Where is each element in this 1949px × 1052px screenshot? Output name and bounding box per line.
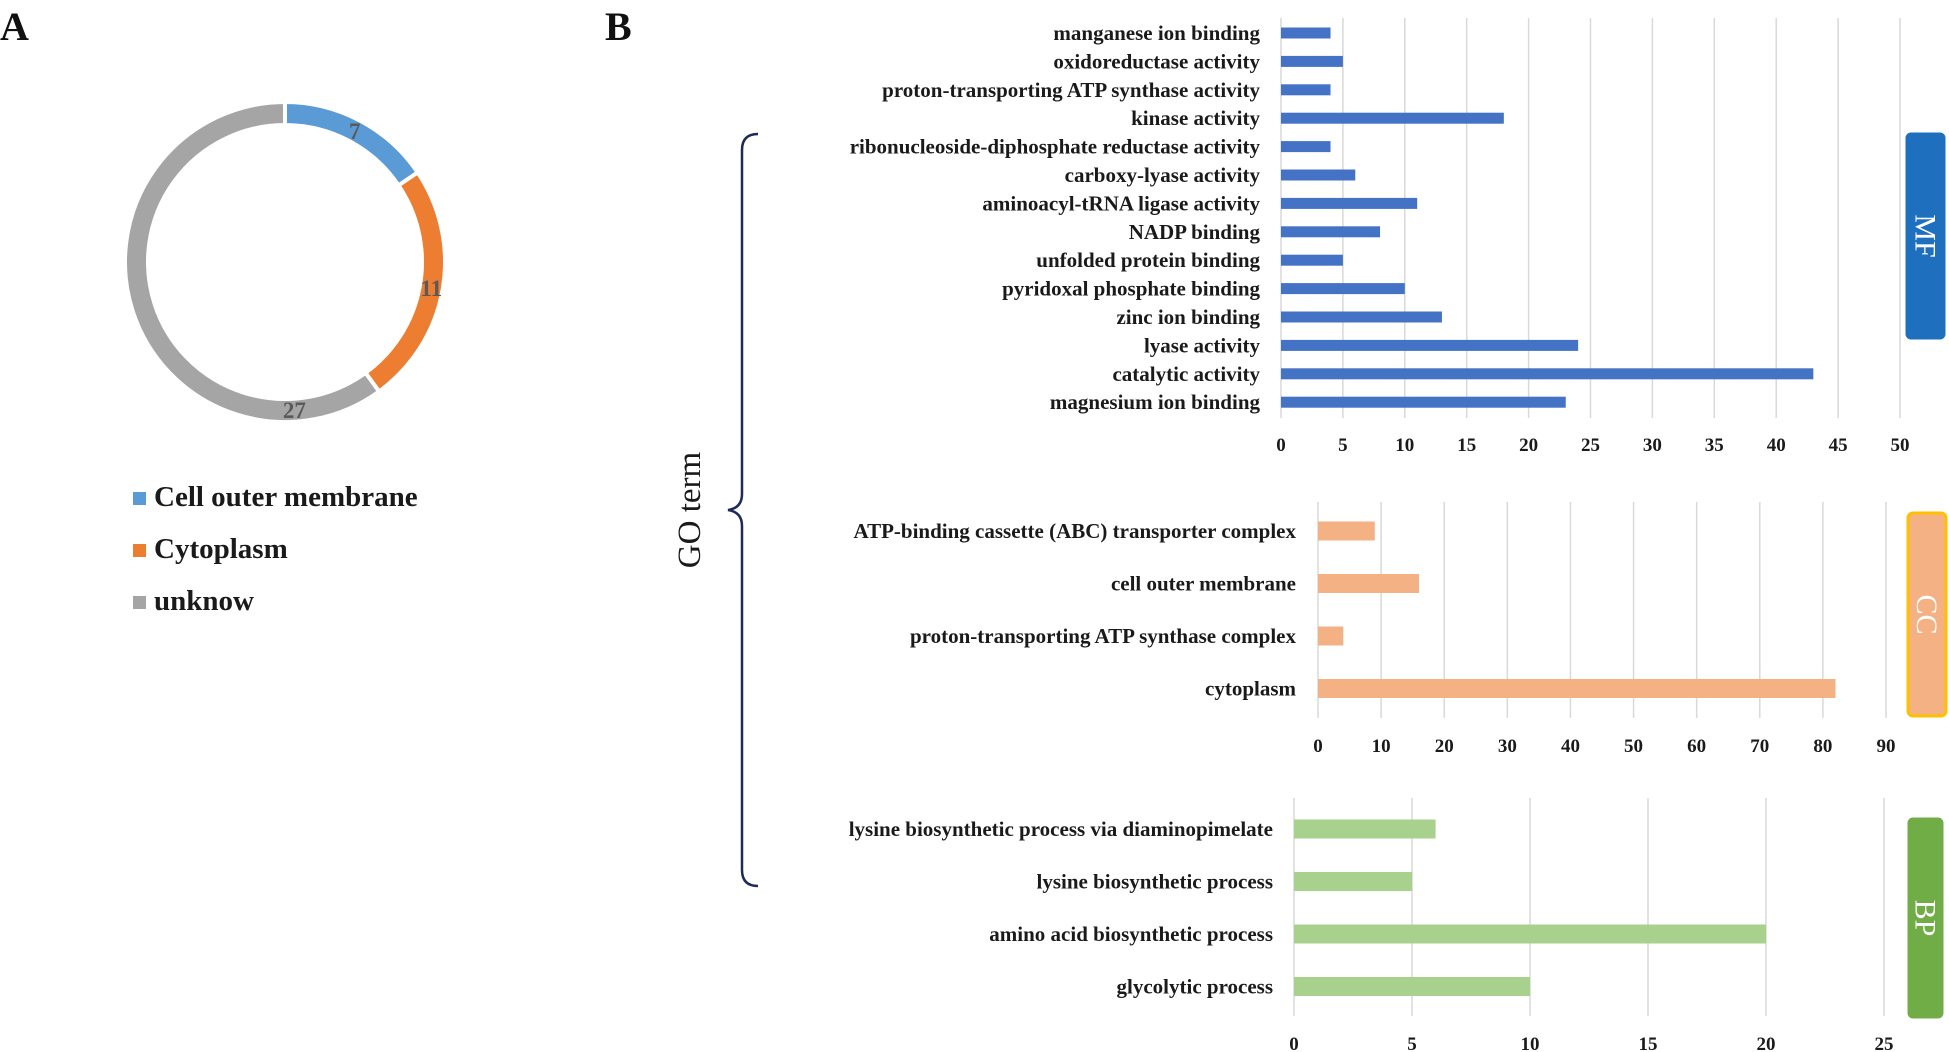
- category-label: zinc ion binding: [1116, 305, 1260, 329]
- x-tick-label: 40: [1561, 736, 1580, 757]
- bar: [1281, 27, 1331, 39]
- category-label: proton-transporting ATP synthase complex: [910, 624, 1296, 648]
- panel-label-a: A: [0, 4, 29, 49]
- legend-item-label: unknow: [154, 585, 254, 617]
- go-term-bracket: [727, 132, 759, 888]
- x-tick-label: 0: [1276, 435, 1286, 456]
- x-tick-label: 20: [1757, 1034, 1776, 1052]
- group-tag-label: CC: [1910, 594, 1943, 634]
- bar: [1281, 254, 1343, 266]
- bar: [1294, 872, 1412, 891]
- donut-chart: 7 11 27: [123, 99, 447, 424]
- x-tick-label: 35: [1705, 435, 1724, 456]
- y-axis-title: GO term: [672, 451, 708, 568]
- bar: [1281, 141, 1331, 153]
- x-tick-label: 10: [1372, 736, 1391, 757]
- bar: [1281, 84, 1331, 96]
- bar: [1318, 574, 1419, 593]
- x-tick-label: 20: [1519, 435, 1538, 456]
- bar: [1281, 368, 1814, 380]
- x-tick-label: 40: [1767, 435, 1786, 456]
- legend-item-label: Cytoplasm: [154, 533, 288, 565]
- bar: [1281, 339, 1579, 351]
- group-tag-label: BP: [1909, 900, 1942, 937]
- bar: [1281, 311, 1442, 323]
- x-tick-label: 30: [1498, 736, 1517, 757]
- category-label: amino acid biosynthetic process: [989, 922, 1273, 946]
- bar: [1318, 521, 1375, 541]
- x-tick-label: 30: [1643, 435, 1662, 456]
- group-tag-cc: [1906, 511, 1948, 718]
- x-tick-label: 50: [1891, 435, 1910, 456]
- legend-swatch: [133, 492, 146, 505]
- x-tick-label: 50: [1624, 736, 1643, 757]
- x-tick-label: 15: [1457, 435, 1476, 456]
- group-tag-mf: [1905, 132, 1946, 340]
- donut-value-label: 27: [283, 398, 306, 423]
- group-tag-label: MF: [1909, 214, 1942, 257]
- bar: [1281, 112, 1504, 124]
- category-label: unfolded protein binding: [1036, 248, 1260, 272]
- bar: [1281, 197, 1418, 209]
- bar: [1281, 55, 1343, 67]
- category-label: lysine biosynthetic process via diaminop…: [849, 817, 1273, 841]
- group-tag-bp: [1907, 817, 1944, 1019]
- legend-item-label: Cell outer membrane: [154, 481, 418, 513]
- bar: [1281, 283, 1405, 295]
- category-label: aminoacyl-tRNA ligase activity: [982, 191, 1260, 215]
- bar: [1294, 819, 1436, 839]
- x-tick-label: 0: [1289, 1034, 1299, 1052]
- bar: [1318, 626, 1344, 646]
- bar: [1318, 679, 1836, 698]
- cc-bar-chart: 0 10 20 30 40 50 60 70 80 90 ATP-binding cassette …: [853, 502, 1948, 757]
- category-label: catalytic activity: [1112, 362, 1260, 386]
- bar: [1281, 396, 1566, 408]
- bp-bar-chart: 0 5 10 15 20 25 lysine biosynthetic process vi…: [849, 798, 1944, 1052]
- x-tick-label: 25: [1875, 1034, 1894, 1052]
- category-label: cytoplasm: [1205, 677, 1297, 701]
- bar: [1294, 924, 1766, 944]
- category-label: manganese ion binding: [1053, 21, 1260, 45]
- x-tick-label: 20: [1435, 736, 1454, 757]
- legend-swatch: [133, 544, 146, 557]
- panel-label-b: B: [605, 4, 632, 49]
- donut-value-label: 11: [420, 276, 442, 301]
- donut-slice-unknow: [123, 99, 382, 424]
- x-tick-label: 10: [1521, 1034, 1540, 1052]
- x-tick-label: 90: [1877, 736, 1896, 757]
- donut-value-label: 7: [349, 119, 361, 144]
- category-label: proton-transporting ATP synthase activit…: [882, 78, 1260, 102]
- category-label: magnesium ion binding: [1050, 390, 1261, 414]
- category-label: oxidoreductase activity: [1053, 49, 1260, 73]
- x-tick-label: 60: [1687, 736, 1706, 757]
- x-tick-label: 5: [1338, 435, 1348, 456]
- category-label: lysine biosynthetic process: [1037, 870, 1273, 894]
- bar: [1294, 977, 1530, 996]
- mf-bar-chart: 0 5 10 15 20 25 30 35 40 45 50 manganese ion bindin…: [850, 18, 1946, 456]
- bar: [1281, 226, 1381, 238]
- legend-swatch: [133, 596, 146, 609]
- category-label: pyridoxal phosphate binding: [1002, 277, 1260, 301]
- x-tick-label: 25: [1581, 435, 1600, 456]
- x-tick-label: 70: [1750, 736, 1769, 757]
- category-label: ATP-binding cassette (ABC) transporter c…: [853, 519, 1296, 543]
- x-tick-label: 45: [1829, 435, 1848, 456]
- x-tick-label: 10: [1395, 435, 1414, 456]
- category-label: lyase activity: [1144, 333, 1261, 357]
- bar: [1281, 169, 1356, 181]
- x-tick-label: 5: [1407, 1034, 1417, 1052]
- x-tick-label: 80: [1813, 736, 1832, 757]
- category-label: NADP binding: [1129, 220, 1261, 244]
- donut-legend: Cell outer membrane Cytoplasm unknow: [133, 481, 418, 617]
- category-label: carboxy-lyase activity: [1065, 163, 1261, 187]
- category-label: kinase activity: [1131, 106, 1260, 130]
- category-label: cell outer membrane: [1111, 572, 1296, 596]
- x-tick-label: 0: [1313, 736, 1323, 757]
- x-tick-label: 15: [1639, 1034, 1658, 1052]
- category-label: ribonucleoside-diphosphate reductase act…: [850, 135, 1261, 159]
- category-label: glycolytic process: [1117, 975, 1274, 999]
